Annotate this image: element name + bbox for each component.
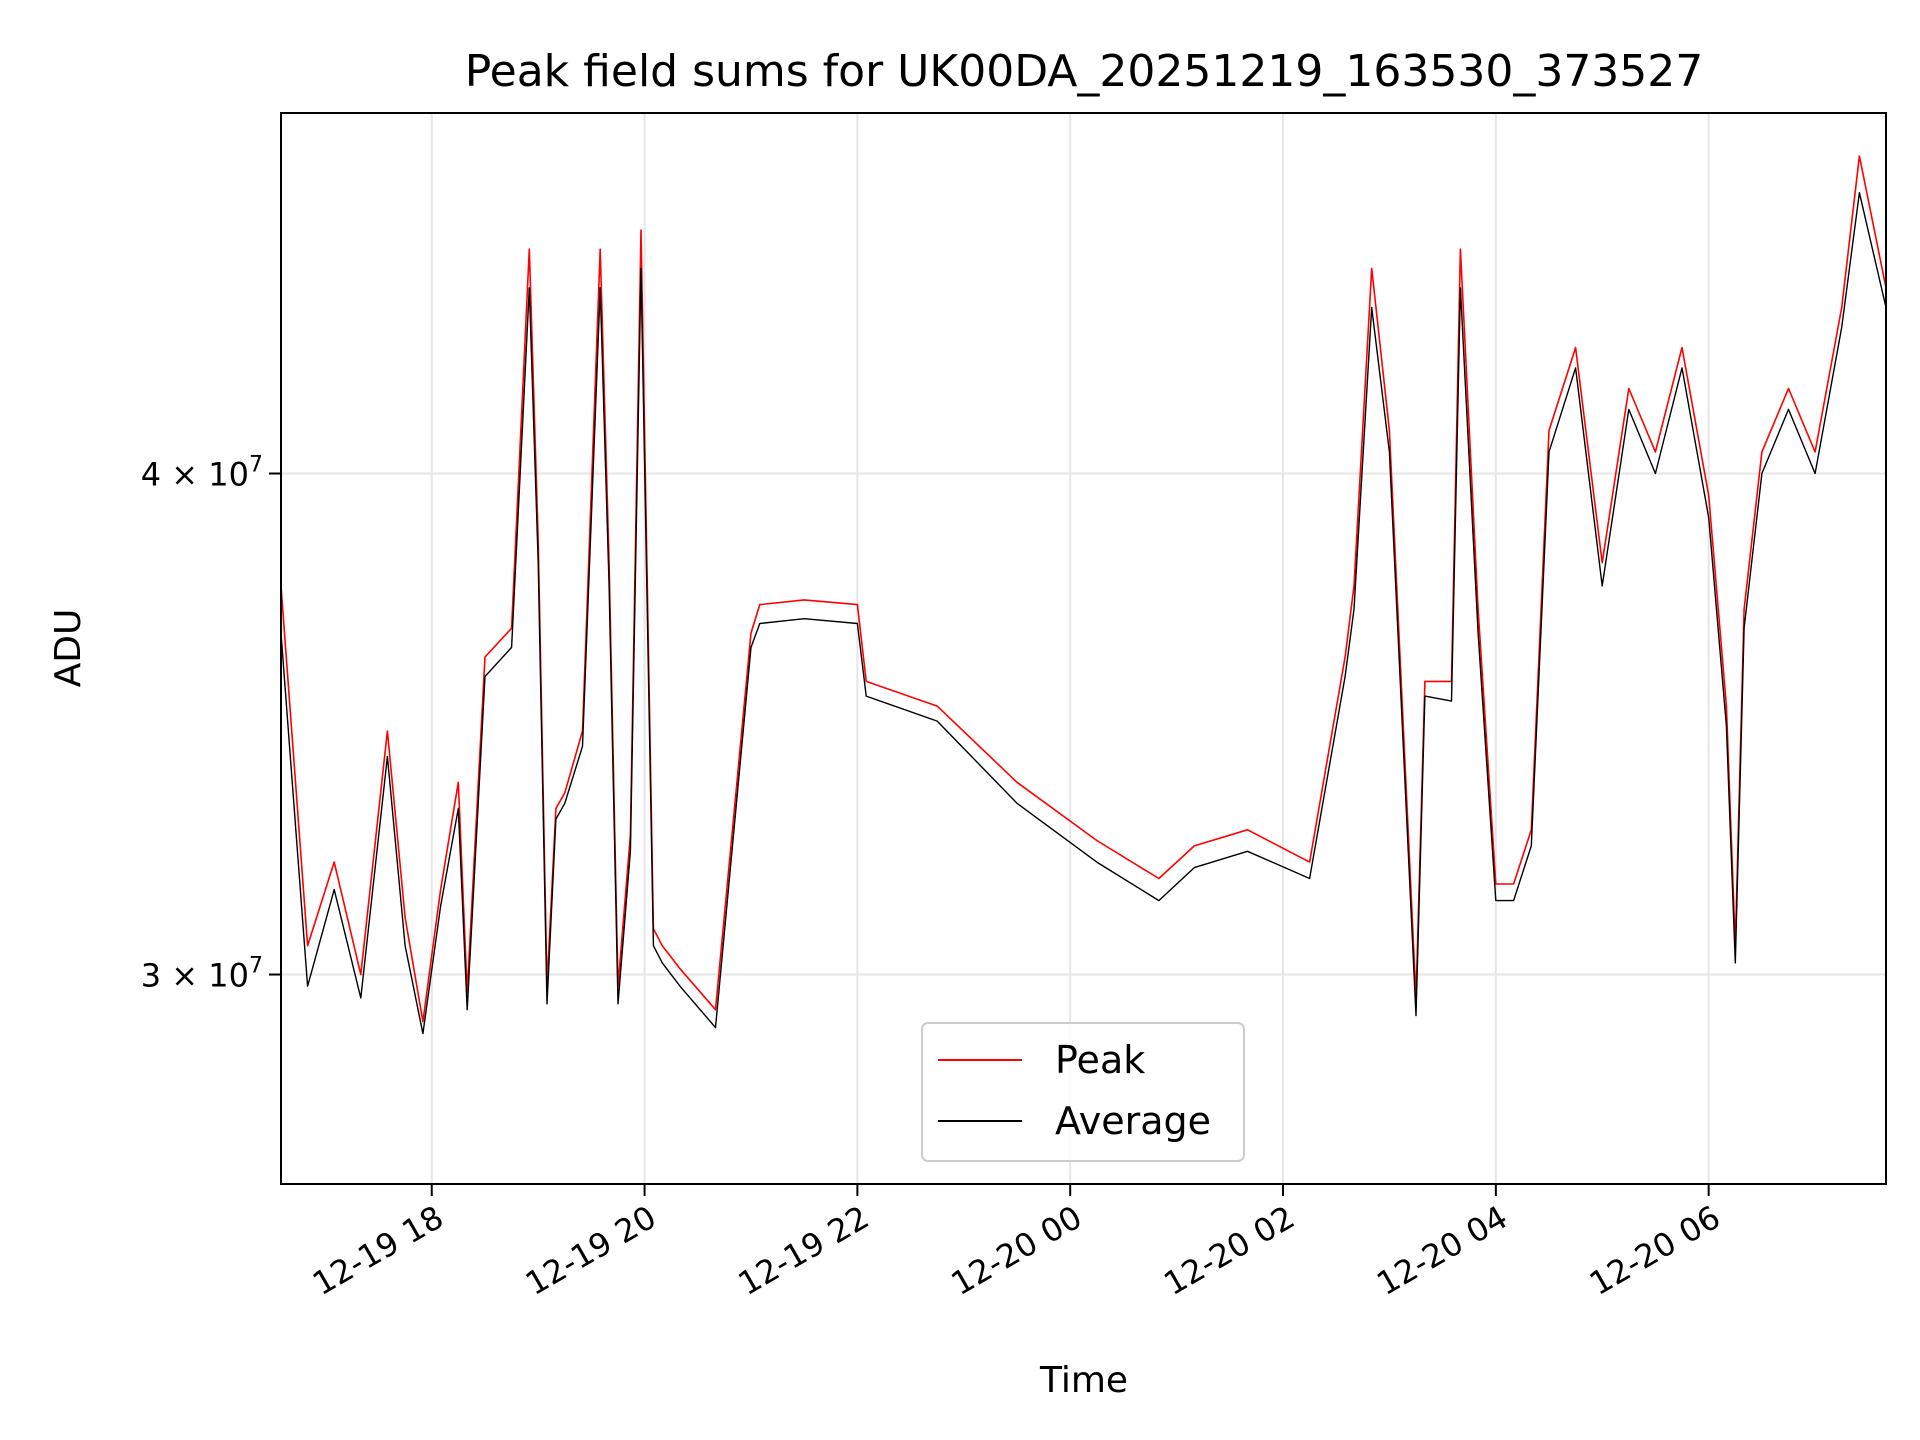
chart-title: Peak field sums for UK00DA_20251219_1635…	[465, 46, 1704, 97]
y-tick-mantissa: 4	[141, 456, 161, 494]
series-line-average	[281, 191, 1886, 1035]
plot-frame	[280, 112, 1887, 1185]
legend-label-peak: Peak	[1055, 1038, 1145, 1082]
legend: Peak Average	[921, 1022, 1245, 1162]
y-axis-label: ADU	[48, 609, 89, 688]
plot-area	[280, 112, 1887, 1185]
y-tick-times: × 10	[161, 957, 249, 995]
y-tick-exponent: 7	[249, 954, 263, 979]
y-tick-label: 3 × 107	[141, 954, 263, 995]
x-axis-label: Time	[1039, 1360, 1128, 1401]
series-line-peak	[281, 155, 1886, 1023]
legend-box	[921, 1022, 1245, 1162]
y-tick-label: 4 × 107	[141, 453, 263, 494]
y-tick-mantissa: 3	[141, 957, 161, 995]
legend-label-average: Average	[1055, 1099, 1211, 1143]
y-tick-times: × 10	[161, 456, 249, 494]
y-tick-exponent: 7	[249, 453, 263, 478]
